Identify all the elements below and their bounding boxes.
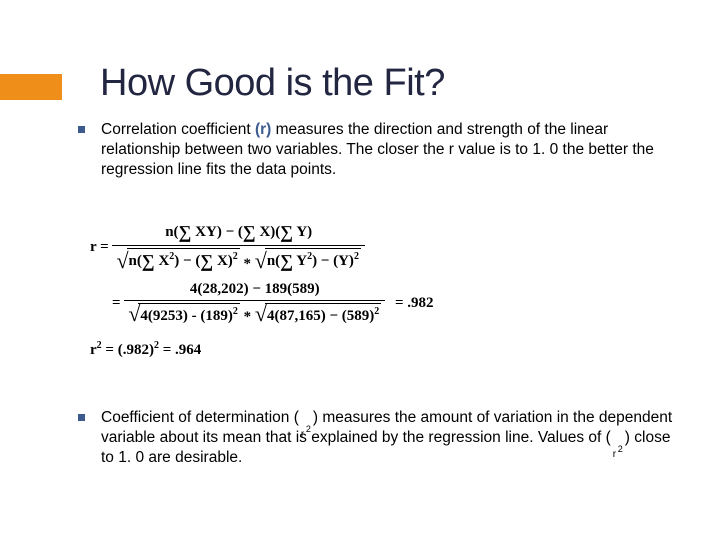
sym-lhs: r = <box>90 239 109 255</box>
num-lhs: = <box>112 295 121 311</box>
b2-r1: r <box>301 428 304 441</box>
b2-s2: 2 <box>618 444 623 456</box>
b2-r2: r <box>613 448 616 461</box>
b2-s1: 2 <box>306 424 311 436</box>
r-emphasis: (r) <box>255 121 271 138</box>
num-result: = .982 <box>395 295 434 311</box>
formula-symbolic: r = n(∑ XY) − (∑ X)(∑ Y) √n(∑ X2) − (∑ X… <box>90 222 434 273</box>
b1-pre: Correlation coefficient <box>101 121 255 138</box>
bullet-2: Coefficient of determination (r2) measur… <box>78 408 673 468</box>
accent-bar <box>0 74 62 100</box>
bullet-square-icon <box>78 414 85 421</box>
bullet-1-text: Correlation coefficient (r) measures the… <box>101 120 673 180</box>
bullet-1: Correlation coefficient (r) measures the… <box>78 120 673 180</box>
formula-r2: r2 = (.982)2 = .964 <box>90 340 434 359</box>
bullet-square-icon <box>78 126 85 133</box>
num-numer: 4(28,202) − 189(589) <box>190 281 320 297</box>
b2-pre: Coefficient of determination ( <box>101 409 299 426</box>
formula-area: r = n(∑ XY) − (∑ X)(∑ Y) √n(∑ X2) − (∑ X… <box>90 222 434 367</box>
formula-numeric: = 4(28,202) − 189(589) √4(9253) - (189)2… <box>112 281 434 326</box>
slide-title: How Good is the Fit? <box>100 62 445 105</box>
bullet-2-text: Coefficient of determination (r2) measur… <box>101 408 673 468</box>
